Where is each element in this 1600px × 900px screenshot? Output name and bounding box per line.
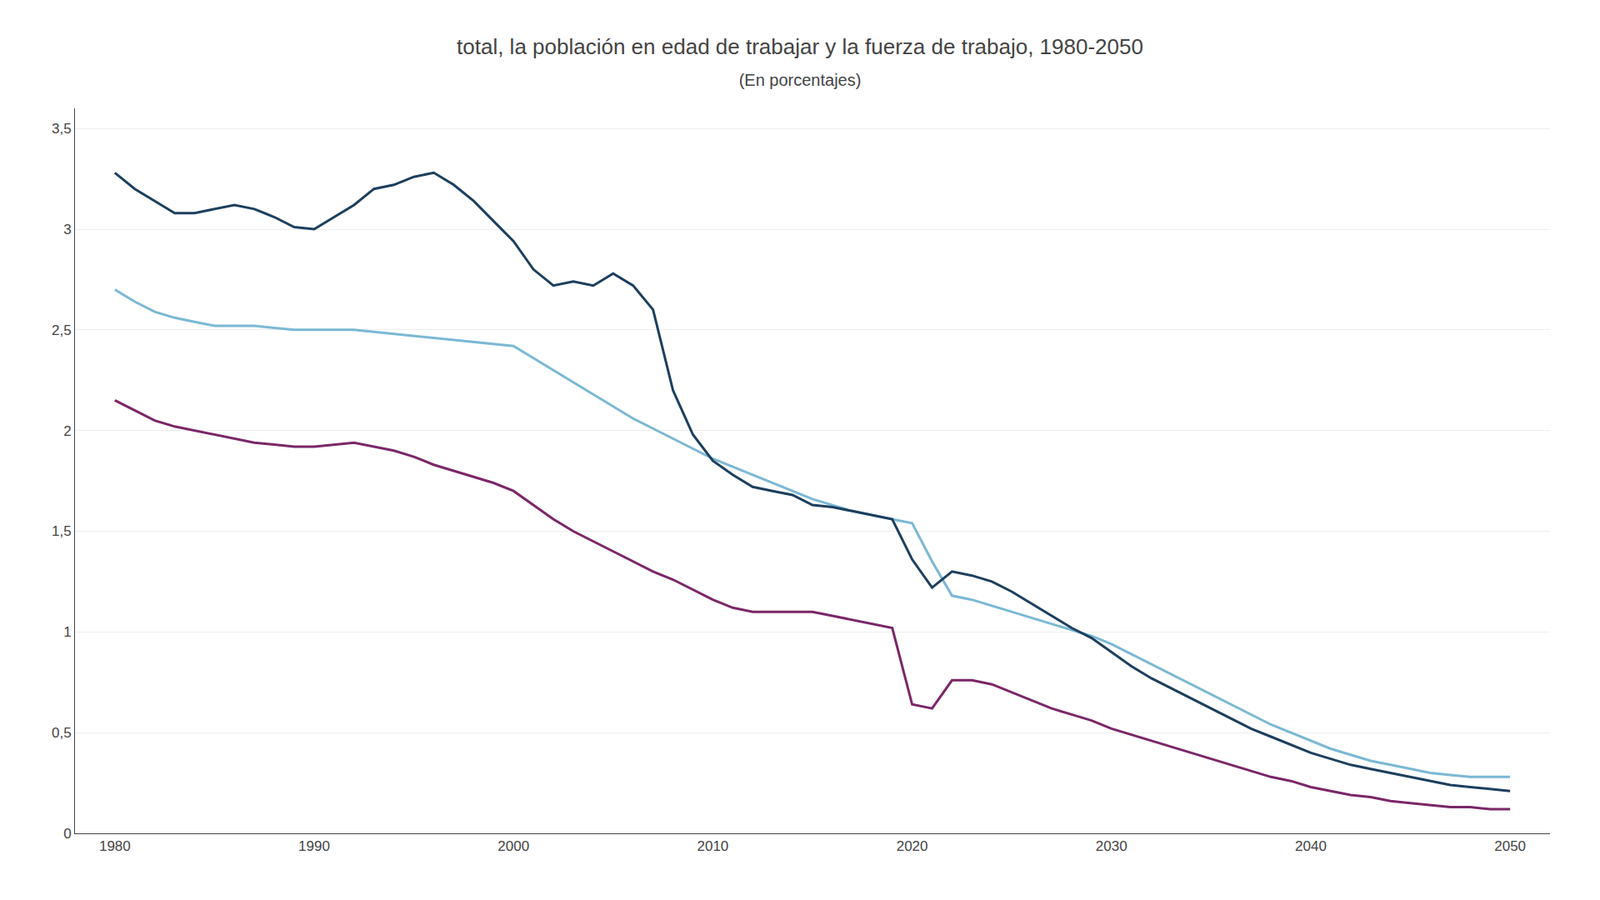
- svg-text:2010: 2010: [696, 838, 729, 855]
- svg-text:2: 2: [63, 423, 71, 440]
- svg-text:2050: 2050: [1494, 838, 1526, 855]
- svg-text:(En porcentajes): (En porcentajes): [739, 70, 862, 90]
- svg-text:1990: 1990: [298, 838, 330, 855]
- svg-text:2040: 2040: [1295, 838, 1327, 855]
- svg-text:1,5: 1,5: [51, 523, 72, 540]
- svg-text:1: 1: [63, 624, 71, 640]
- svg-text:0,5: 0,5: [51, 725, 72, 741]
- svg-text:2020: 2020: [896, 838, 929, 855]
- svg-text:3: 3: [63, 221, 71, 238]
- svg-text:2000: 2000: [497, 838, 530, 855]
- svg-text:1980: 1980: [99, 838, 131, 855]
- svg-text:total, la población en edad de: total, la población en edad de trabajar …: [456, 34, 1144, 60]
- svg-text:2,5: 2,5: [51, 322, 72, 339]
- svg-text:3,5: 3,5: [51, 120, 72, 137]
- svg-text:2030: 2030: [1095, 838, 1128, 855]
- svg-text:0: 0: [63, 825, 71, 842]
